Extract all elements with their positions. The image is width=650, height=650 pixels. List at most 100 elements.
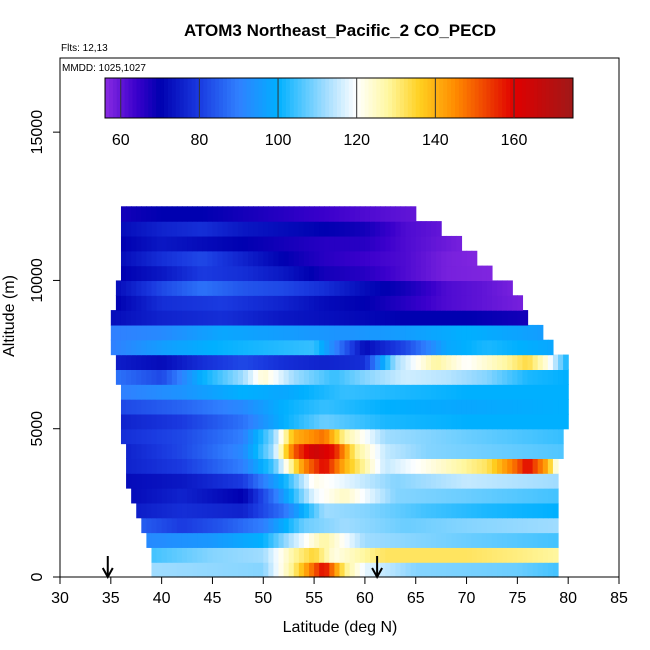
heatmap-cell xyxy=(293,428,300,445)
heatmap-cell xyxy=(217,339,224,356)
heatmap-cell xyxy=(507,443,513,459)
heatmap-cell xyxy=(517,354,524,370)
heatmap-cell xyxy=(430,235,437,252)
heatmap-cell xyxy=(192,488,198,504)
heatmap-cell xyxy=(232,250,239,267)
heatmap-cell xyxy=(217,206,224,222)
colorbar-segment xyxy=(274,78,279,118)
colorbar-segment xyxy=(156,78,161,118)
heatmap-cell xyxy=(461,473,468,489)
heatmap-cell xyxy=(339,413,346,430)
heatmap-cell xyxy=(436,354,442,370)
heatmap-cell xyxy=(502,443,508,459)
colorbar-segment xyxy=(301,78,307,118)
colorbar-segment xyxy=(105,78,110,118)
heatmap-cell xyxy=(187,532,193,548)
heatmap-cell xyxy=(497,295,503,311)
heatmap-cell xyxy=(192,473,198,489)
heatmap-cell xyxy=(390,295,396,311)
heatmap-cell xyxy=(181,369,188,385)
heatmap-cell xyxy=(476,295,483,311)
x-tick-label: 40 xyxy=(153,590,171,607)
heatmap-cell xyxy=(258,354,264,370)
heatmap-cell xyxy=(126,413,132,430)
heatmap-cell xyxy=(456,324,463,341)
heatmap-cell xyxy=(217,502,224,519)
heatmap-cell xyxy=(146,502,153,519)
heatmap-cell xyxy=(156,517,163,534)
heatmap-cell xyxy=(253,369,259,385)
heatmap-cell xyxy=(532,384,539,400)
heatmap-cell xyxy=(552,369,559,385)
heatmap-cell xyxy=(537,428,544,445)
colorbar-segment xyxy=(152,78,157,118)
heatmap-cell xyxy=(344,280,351,296)
heatmap-cell xyxy=(410,384,417,400)
heatmap-cell xyxy=(491,458,498,474)
heatmap-cell xyxy=(283,295,290,311)
heatmap-cell xyxy=(558,354,564,370)
heatmap-cell xyxy=(136,354,142,370)
heatmap-cell xyxy=(303,310,310,326)
heatmap-cell xyxy=(425,310,432,326)
heatmap-cell xyxy=(380,532,386,548)
heatmap-cell xyxy=(385,310,391,326)
heatmap-cell xyxy=(151,280,158,296)
heatmap-cell xyxy=(385,443,391,459)
heatmap-cell xyxy=(309,369,315,385)
heatmap-cell xyxy=(131,250,137,267)
heatmap-cell xyxy=(166,473,173,489)
heatmap-cell xyxy=(207,206,214,222)
heatmap-cell xyxy=(324,280,330,296)
heatmap-cell xyxy=(395,354,402,370)
heatmap-cell xyxy=(466,473,473,489)
heatmap-cell xyxy=(390,221,396,237)
heatmap-cell xyxy=(171,250,178,267)
heatmap-cell xyxy=(273,295,280,311)
heatmap-cell xyxy=(405,369,412,385)
heatmap-cell xyxy=(563,384,569,400)
heatmap-cell xyxy=(278,443,285,459)
heatmap-cell xyxy=(542,413,549,430)
heatmap-cell xyxy=(420,562,427,578)
heatmap-cell xyxy=(156,206,163,222)
heatmap-cell xyxy=(420,339,427,356)
heatmap-cell xyxy=(446,399,452,415)
heatmap-cell xyxy=(471,324,478,341)
heatmap-cell xyxy=(415,384,422,400)
heatmap-cell xyxy=(502,562,508,578)
heatmap-cell xyxy=(375,532,381,548)
heatmap-cell xyxy=(349,413,356,430)
heatmap-cell xyxy=(436,399,442,415)
heatmap-cell xyxy=(141,354,147,370)
heatmap-cell xyxy=(263,532,269,548)
heatmap-cell xyxy=(390,280,396,296)
heatmap-cell xyxy=(491,295,498,311)
heatmap-cell xyxy=(451,310,457,326)
heatmap-cell xyxy=(430,339,437,356)
heatmap-cell xyxy=(232,384,239,400)
heatmap-cell xyxy=(390,562,396,578)
heatmap-cell xyxy=(354,428,361,445)
x-tick-label: 60 xyxy=(356,590,374,607)
heatmap-cell xyxy=(329,324,336,341)
heatmap-cell xyxy=(207,502,214,519)
heatmap-cell xyxy=(115,280,122,296)
heatmap-cell xyxy=(273,206,280,222)
heatmap-cell xyxy=(436,265,442,282)
heatmap-cell xyxy=(288,280,295,296)
heatmap-cell xyxy=(476,280,483,296)
flights-label: Flts: 12,13 xyxy=(61,43,108,54)
heatmap-cell xyxy=(253,250,259,267)
heatmap-cell xyxy=(187,502,193,519)
heatmap-cell xyxy=(354,280,361,296)
heatmap-cell xyxy=(491,488,498,504)
heatmap-cell xyxy=(222,384,229,400)
heatmap-cell xyxy=(319,280,325,296)
colorbar-segment xyxy=(529,78,535,118)
heatmap-cell xyxy=(176,562,183,578)
heatmap-cell xyxy=(552,532,559,548)
heatmap-cell xyxy=(187,428,193,445)
heatmap-cell xyxy=(405,235,412,252)
